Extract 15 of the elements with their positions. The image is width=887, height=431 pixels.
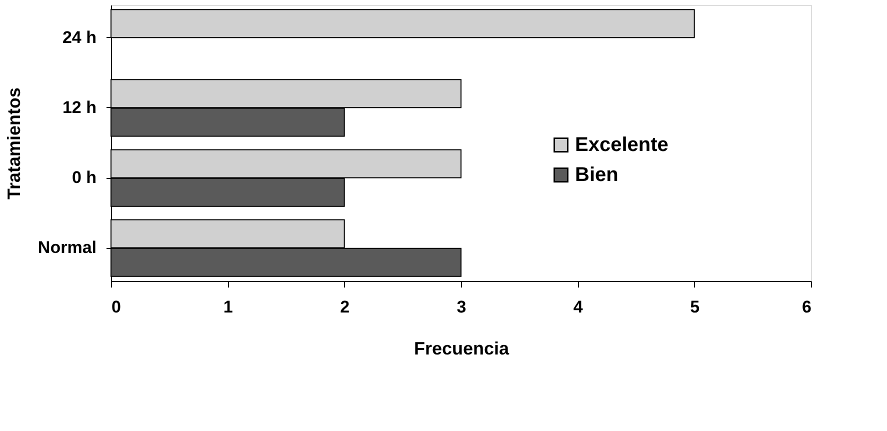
x-tick-label: 4 [573,298,584,316]
legend-label: Bien [575,164,618,186]
y-tick-label: 24 h [62,28,96,47]
y-axis-title: Tratamientos [4,87,24,200]
y-tick-label: 0 h [72,168,96,188]
x-tick-label: 6 [802,298,812,316]
x-tick-label: 1 [223,298,233,316]
x-axis-title: Frecuencia [414,338,510,358]
x-tick-label: 3 [456,298,466,316]
x-tick-label: 0 [112,298,121,316]
y-tick-label: Normal [38,238,96,258]
legend-label: Excelente [575,134,668,156]
x-tick-label: 5 [690,298,700,316]
y-tick-label: 12 h [62,98,96,117]
x-tick-label: 2 [340,298,350,316]
